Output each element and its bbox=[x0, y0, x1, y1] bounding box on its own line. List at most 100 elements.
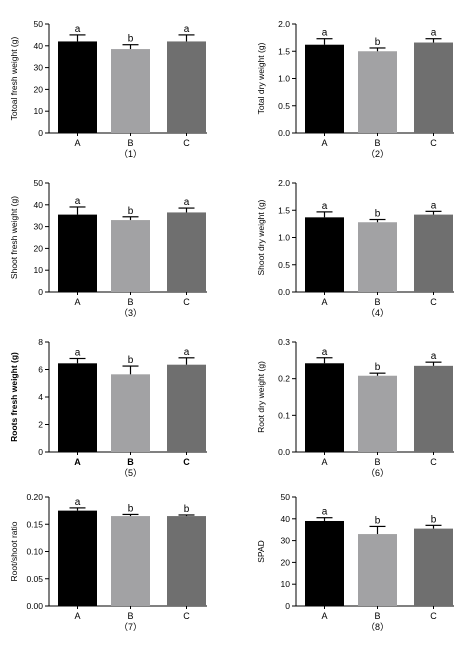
bar-C bbox=[414, 528, 453, 606]
y-tick-label: 30 bbox=[281, 536, 291, 546]
y-tick-label: 30 bbox=[34, 222, 44, 232]
bar-A bbox=[305, 44, 344, 133]
x-tick-label-A: A bbox=[74, 457, 81, 467]
significance-letter-B: b bbox=[128, 206, 134, 217]
x-tick-label-C: C bbox=[430, 457, 437, 467]
y-tick-label: 1.5 bbox=[278, 46, 290, 56]
x-tick-label-C: C bbox=[183, 138, 190, 148]
bar-B bbox=[358, 51, 397, 133]
y-tick-label: 0.0 bbox=[278, 447, 290, 457]
chart-panel-8: 0 10 20 30 40 50 SPAD a Ab Bb C （8） bbox=[256, 492, 454, 632]
x-tick-label-B: B bbox=[127, 297, 133, 307]
bar-B bbox=[358, 534, 397, 606]
y-tick-label: 0.20 bbox=[26, 492, 43, 502]
chart-panel-7: 0.00 0.05 0.10 0.15 0.20 Root/shoot ratio a Ab B… bbox=[9, 492, 207, 632]
y-tick-label: 10 bbox=[34, 265, 44, 275]
y-tick-label: 20 bbox=[281, 557, 291, 567]
significance-letter-C: a bbox=[184, 197, 190, 208]
significance-letter-B: b bbox=[375, 37, 381, 48]
panel-label: （1） bbox=[119, 149, 142, 159]
significance-letter-B: b bbox=[128, 355, 134, 366]
significance-letter-B: b bbox=[375, 515, 381, 526]
bar-B bbox=[111, 220, 150, 292]
y-tick-label: 50 bbox=[34, 178, 44, 188]
chart-panel-1: 0 10 20 30 40 50 Totoal fresh weight (g) a Ab Ba C… bbox=[9, 19, 207, 159]
panel-label: （3） bbox=[119, 308, 142, 318]
x-tick-label-A: A bbox=[321, 457, 327, 467]
y-tick-label: 0 bbox=[38, 447, 43, 457]
y-tick-label: 1.0 bbox=[278, 233, 290, 243]
chart-panel-4: 0.0 0.5 1.0 1.5 2.0 Shoot dry weight (g) a Ab Ba… bbox=[256, 178, 454, 318]
significance-letter-B: b bbox=[375, 209, 381, 220]
y-tick-label: 40 bbox=[281, 514, 291, 524]
panel-label: （4） bbox=[366, 308, 389, 318]
chart-panel-3: 0 10 20 30 40 50 Shoot fresh weight (g) a Ab Ba C （… bbox=[9, 178, 207, 318]
bar-B bbox=[111, 374, 150, 452]
y-tick-label: 0.1 bbox=[278, 410, 290, 420]
significance-letter-C: a bbox=[184, 24, 190, 35]
bar-C bbox=[414, 365, 453, 452]
bar-A bbox=[58, 363, 97, 452]
y-axis-label: SPAD bbox=[256, 540, 266, 563]
y-tick-label: 4 bbox=[38, 392, 43, 402]
y-tick-label: 0.0 bbox=[278, 287, 290, 297]
x-tick-label-C: C bbox=[430, 611, 437, 621]
bar-B bbox=[111, 516, 150, 606]
x-tick-label-B: B bbox=[374, 138, 380, 148]
significance-letter-C: b bbox=[184, 504, 190, 515]
y-tick-label: 0.0 bbox=[278, 128, 290, 138]
bar-C bbox=[167, 41, 206, 133]
x-tick-label-B: B bbox=[127, 611, 133, 621]
y-tick-label: 0 bbox=[38, 128, 43, 138]
panel-label: （5） bbox=[119, 468, 142, 478]
chart-panel-2: 0.0 0.5 1.0 1.5 2.0 Total dry weight (g) a Ab Ba… bbox=[256, 19, 454, 159]
panel-label: （8） bbox=[366, 622, 389, 632]
bar-C bbox=[414, 214, 453, 292]
y-tick-label: 0.2 bbox=[278, 374, 290, 384]
bar-A bbox=[305, 217, 344, 292]
significance-letter-A: a bbox=[322, 28, 328, 39]
x-tick-label-B: B bbox=[374, 297, 380, 307]
y-tick-label: 30 bbox=[34, 63, 44, 73]
significance-letter-A: a bbox=[75, 348, 81, 359]
significance-letter-C: a bbox=[431, 351, 437, 362]
x-tick-label-C: C bbox=[183, 611, 190, 621]
bar-C bbox=[414, 42, 453, 133]
y-axis-label: Roots fresh weight (g) bbox=[9, 352, 19, 442]
bar-B bbox=[358, 375, 397, 452]
panel-label: （7） bbox=[119, 622, 142, 632]
y-tick-label: 0.05 bbox=[26, 574, 43, 584]
y-tick-label: 0.10 bbox=[26, 547, 43, 557]
bar-B bbox=[111, 49, 150, 133]
x-tick-label-C: C bbox=[183, 457, 190, 467]
y-tick-label: 40 bbox=[34, 200, 44, 210]
y-tick-label: 40 bbox=[34, 41, 44, 51]
y-tick-label: 20 bbox=[34, 84, 44, 94]
significance-letter-A: a bbox=[75, 196, 81, 207]
bar-A bbox=[58, 510, 97, 606]
y-tick-label: 8 bbox=[38, 337, 43, 347]
x-tick-label-B: B bbox=[374, 611, 380, 621]
y-axis-label: Shoot dry weight (g) bbox=[256, 199, 266, 275]
y-axis-label: Shoot fresh weight (g) bbox=[9, 196, 19, 279]
significance-letter-B: b bbox=[128, 503, 134, 514]
significance-letter-B: b bbox=[375, 362, 381, 373]
y-tick-label: 2.0 bbox=[278, 19, 290, 29]
y-tick-label: 0.5 bbox=[278, 101, 290, 111]
y-tick-label: 50 bbox=[34, 19, 44, 29]
y-tick-label: 2 bbox=[38, 420, 43, 430]
y-tick-label: 0.5 bbox=[278, 260, 290, 270]
chart-panel-5: 0 2 4 6 8 Roots fresh weight (g) a Ab Ba C （5） bbox=[9, 337, 207, 478]
chart-panel-6: 0.0 0.1 0.2 0.3 Root dry weight (g) a Ab Ba C （6） bbox=[256, 337, 454, 478]
bar-A bbox=[305, 363, 344, 452]
y-tick-label: 2.0 bbox=[278, 178, 290, 188]
bar-C bbox=[167, 516, 206, 606]
y-axis-label: Totoal fresh weight (g) bbox=[9, 37, 19, 121]
x-tick-label-A: A bbox=[321, 611, 327, 621]
y-tick-label: 50 bbox=[281, 492, 291, 502]
x-tick-label-A: A bbox=[74, 138, 80, 148]
y-tick-label: 20 bbox=[34, 243, 44, 253]
x-tick-label-B: B bbox=[127, 457, 134, 467]
significance-letter-A: a bbox=[322, 507, 328, 518]
bar-C bbox=[167, 364, 206, 452]
